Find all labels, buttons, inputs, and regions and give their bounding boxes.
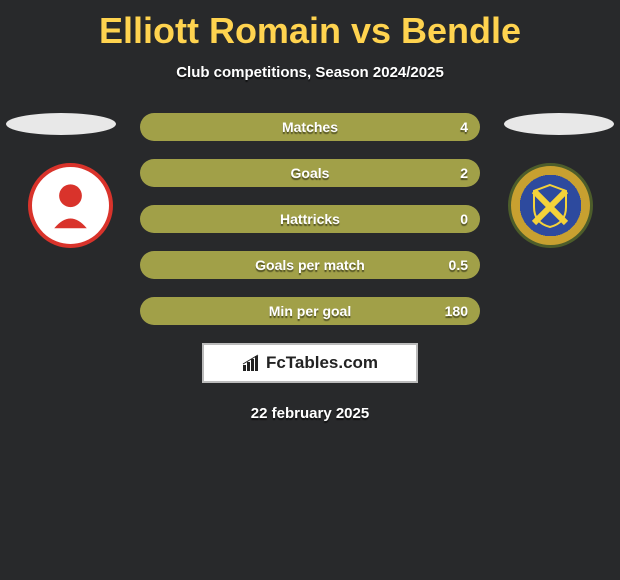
stat-label: Hattricks	[280, 211, 340, 227]
stat-bar-goals-per-match: Goals per match 0.5	[140, 251, 480, 279]
player-photo-placeholder-right	[504, 113, 614, 135]
stat-value: 0	[460, 211, 468, 227]
stat-value: 2	[460, 165, 468, 181]
brand-text: FcTables.com	[266, 353, 378, 373]
page-title: Elliott Romain vs Bendle	[0, 0, 620, 52]
stat-bars: Matches 4 Goals 2 Hattricks 0 Goals per …	[140, 113, 480, 325]
crest-right-icon	[530, 183, 570, 229]
player-photo-placeholder-left	[6, 113, 116, 135]
infographic-date: 22 february 2025	[0, 405, 620, 422]
stat-label: Min per goal	[269, 303, 351, 319]
subtitle: Club competitions, Season 2024/2025	[0, 64, 620, 81]
club-crest-right	[500, 163, 600, 248]
stat-value: 4	[460, 119, 468, 135]
stat-label: Goals per match	[255, 257, 365, 273]
stat-value: 0.5	[449, 257, 468, 273]
club-crest-left	[20, 163, 120, 248]
comparison-panel: Matches 4 Goals 2 Hattricks 0 Goals per …	[0, 113, 620, 422]
stat-bar-min-per-goal: Min per goal 180	[140, 297, 480, 325]
stat-bar-matches: Matches 4	[140, 113, 480, 141]
stat-bar-goals: Goals 2	[140, 159, 480, 187]
stat-label: Matches	[282, 119, 338, 135]
brand-badge[interactable]: FcTables.com	[202, 343, 418, 383]
bar-chart-icon	[242, 354, 262, 372]
stat-value: 180	[445, 303, 468, 319]
crest-left-icon	[38, 173, 103, 238]
stat-label: Goals	[291, 165, 330, 181]
stat-bar-hattricks: Hattricks 0	[140, 205, 480, 233]
